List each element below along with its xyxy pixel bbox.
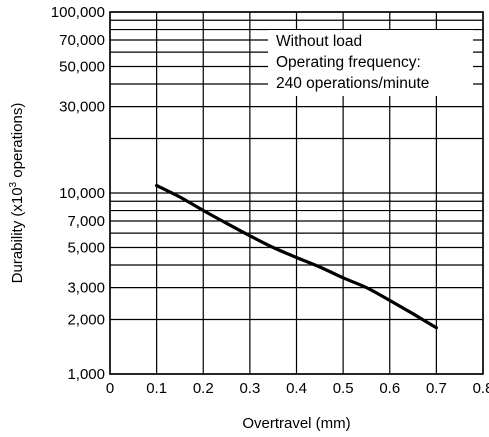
durability-curve	[155, 183, 438, 330]
x-axis-label: Overtravel (mm)	[242, 415, 350, 432]
y-tick-label: 2,000	[67, 312, 105, 329]
series-layer	[155, 183, 438, 330]
y-axis-label: Durability (x103 operations)	[8, 103, 26, 284]
y-tick-label: 70,000	[59, 32, 105, 49]
x-tick-label: 0.4	[286, 380, 307, 397]
y-axis-label-main: Durability (x10	[9, 187, 26, 283]
x-tick-label: 0.3	[239, 380, 260, 397]
y-tick-label: 10,000	[59, 185, 105, 202]
x-tick-label: 0.2	[193, 380, 214, 397]
y-tick-label: 1,000	[67, 366, 105, 383]
y-tick-label: 3,000	[67, 280, 105, 297]
x-tick-labels: 0 0.1 0.2 0.3 0.4 0.5 0.6 0.7 0.8	[106, 380, 489, 397]
y-tick-label: 100,000	[51, 4, 105, 21]
y-tick-labels: 100,000 70,000 50,000 30,000 10,000 7,000 5,00…	[51, 4, 105, 383]
annotation-line: 240 operations/minute	[276, 75, 429, 92]
x-tick-label: 0	[106, 380, 114, 397]
annotation-box	[268, 30, 473, 96]
x-tick-label: 0.1	[146, 380, 167, 397]
annotation: Without load Operating frequency: 240 oper…	[276, 33, 429, 92]
annotation-line: Without load	[276, 33, 362, 50]
x-tick-label: 0.6	[379, 380, 400, 397]
y-axis-label-suffix: operations)	[9, 103, 26, 182]
x-tick-label: 0.7	[426, 380, 447, 397]
x-tick-label: 0.5	[333, 380, 354, 397]
y-tick-label: 50,000	[59, 58, 105, 75]
y-axis-label-superscript: 3	[8, 181, 19, 187]
x-tick-label: 0.8	[473, 380, 489, 397]
y-tick-label: 7,000	[67, 213, 105, 230]
y-tick-label: 5,000	[67, 239, 105, 256]
y-tick-label: 30,000	[59, 99, 105, 116]
annotation-line: Operating frequency:	[276, 54, 421, 71]
plot-frame	[109, 11, 484, 375]
